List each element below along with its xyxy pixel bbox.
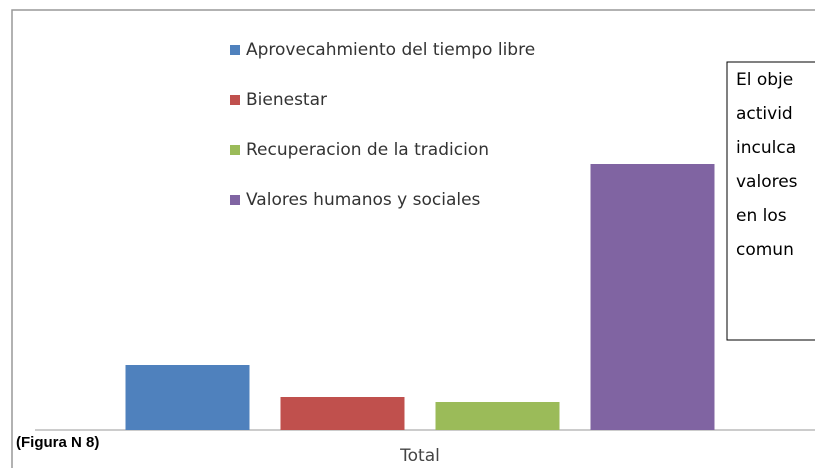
- bar: [590, 164, 715, 430]
- annotation-line: inculca: [736, 138, 796, 158]
- legend-label: Aprovecahmiento del tiempo libre: [246, 40, 535, 60]
- annotation-line: El obje: [736, 70, 793, 90]
- annotation-box: [726, 61, 815, 341]
- x-tick-label: Total: [399, 446, 440, 466]
- legend-label: Valores humanos y sociales: [246, 190, 481, 210]
- legend-swatch: [230, 145, 240, 155]
- annotation-line: comun: [736, 240, 794, 260]
- bar: [280, 397, 405, 430]
- annotation-line: en los: [736, 206, 787, 226]
- bar: [125, 365, 250, 430]
- annotation-line: valores: [736, 172, 798, 192]
- caption: (Figura N 8): [16, 434, 99, 451]
- annotation-line: activid: [736, 104, 793, 124]
- legend-label: Bienestar: [246, 90, 327, 110]
- legend-swatch: [230, 45, 240, 55]
- bar: [435, 402, 560, 430]
- legend-swatch: [230, 95, 240, 105]
- legend-swatch: [230, 195, 240, 205]
- legend-label: Recuperacion de la tradicion: [246, 140, 489, 160]
